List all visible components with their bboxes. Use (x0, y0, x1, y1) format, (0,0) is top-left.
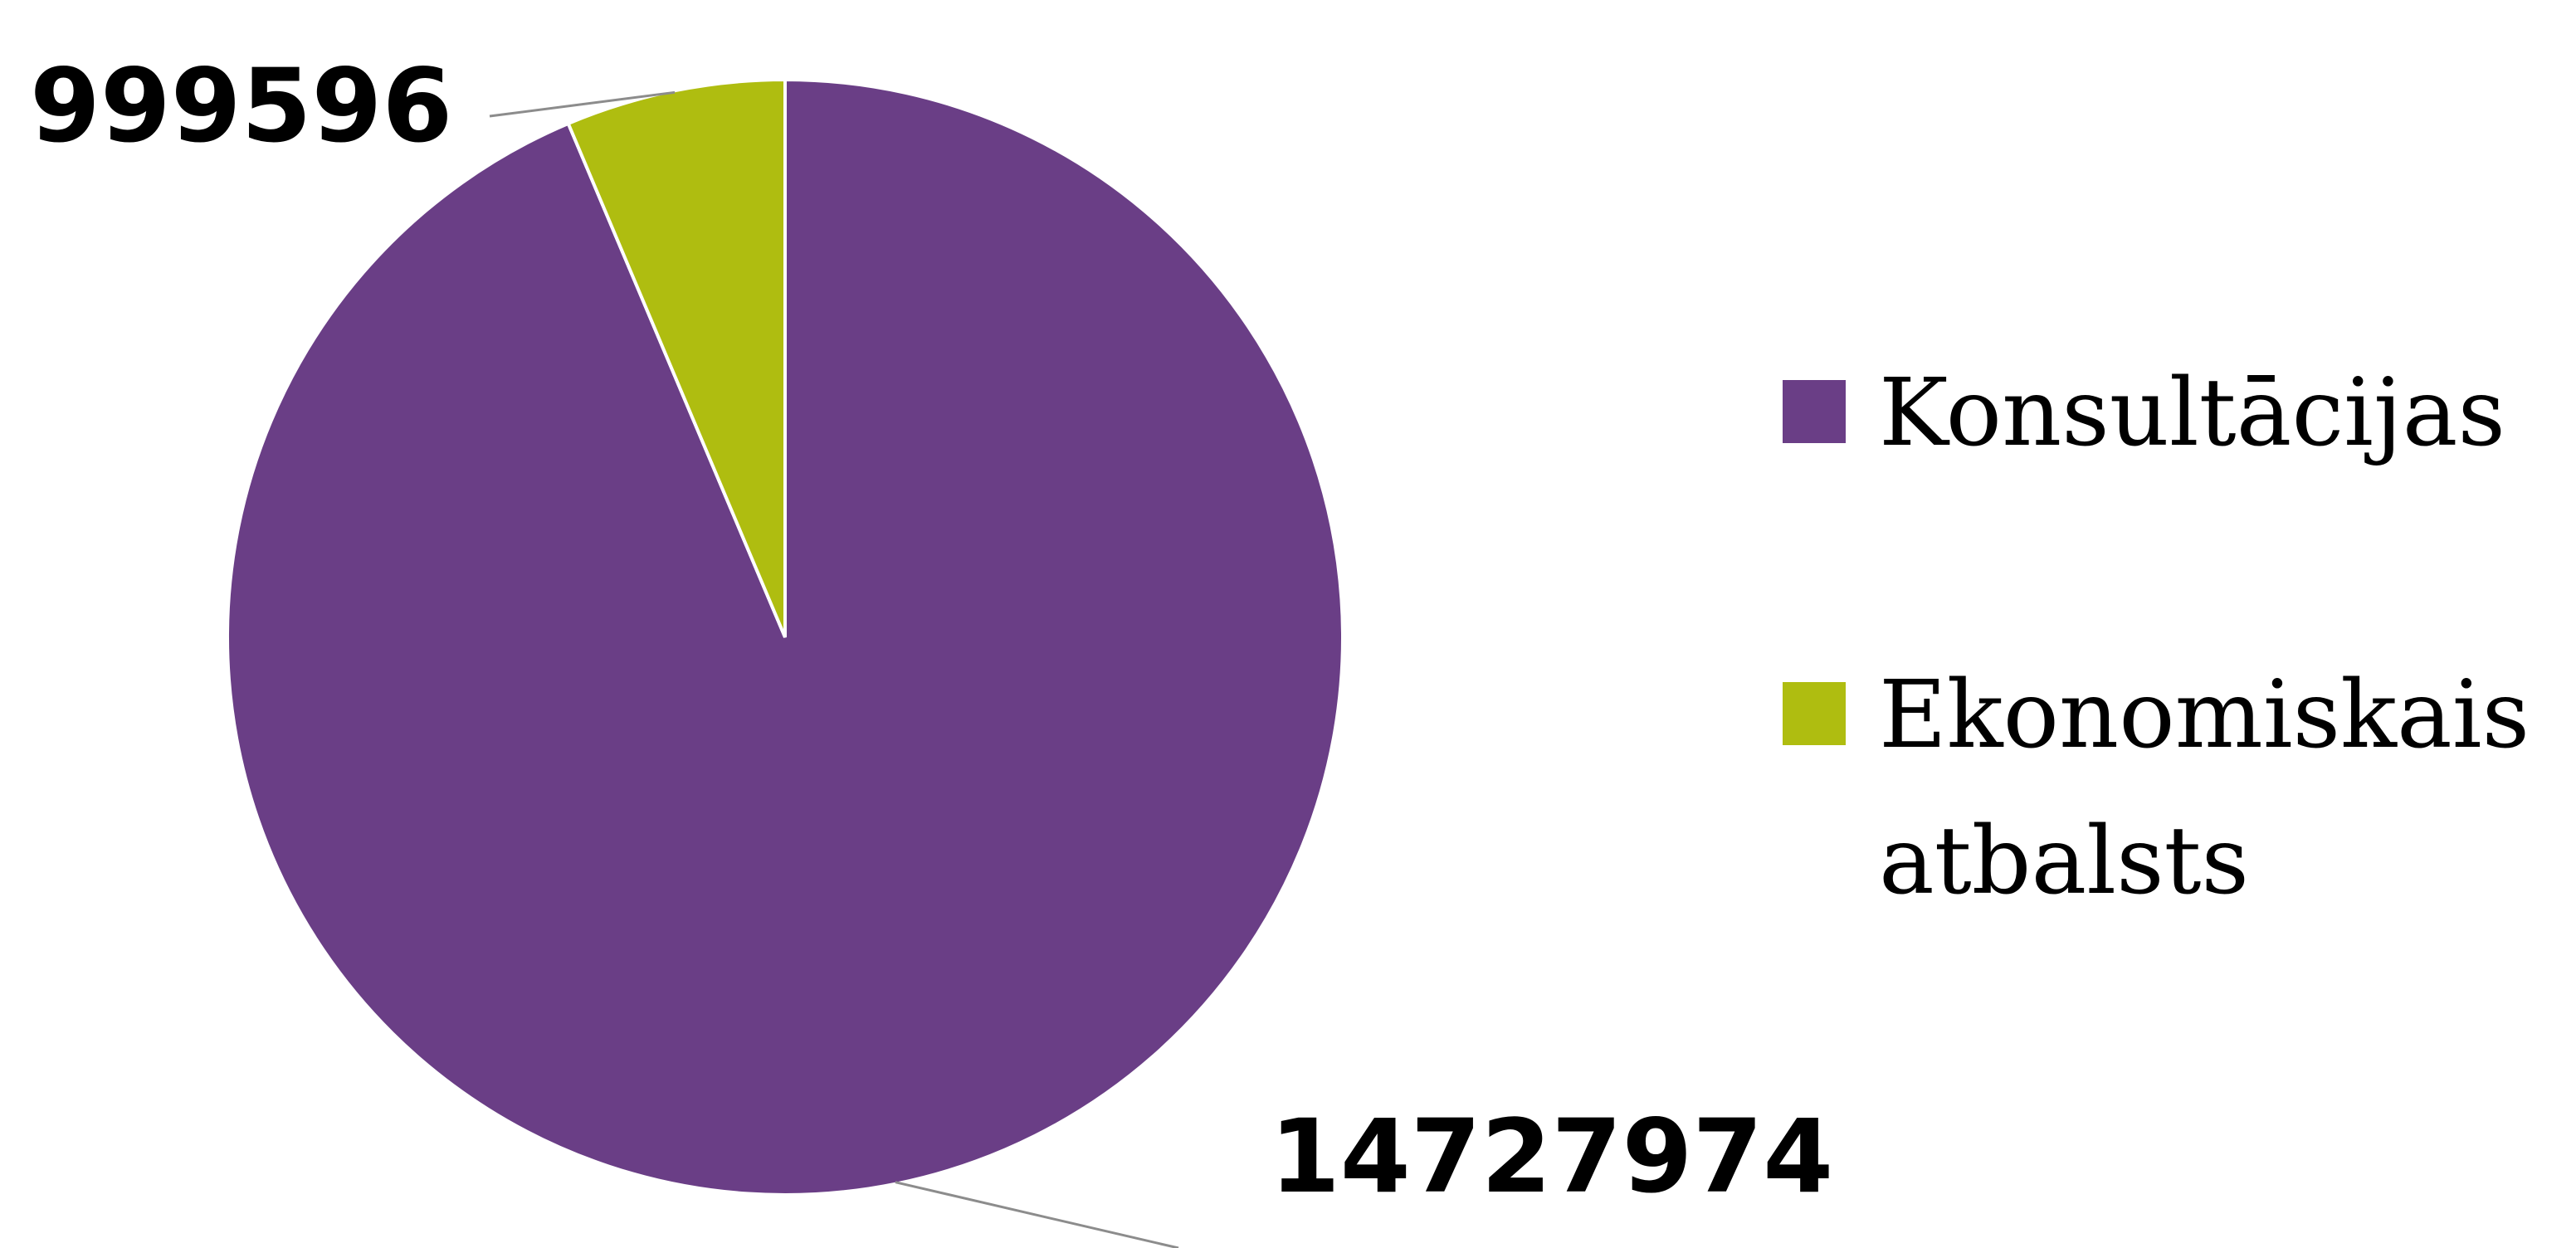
legend-label-ekonomiskais-atbalsts-line-2: atbalsts (1879, 807, 2249, 915)
data-label-ekonomiskais-atbalsts: 999596 (30, 47, 452, 165)
legend-swatch-ekonomiskais-atbalsts (1783, 682, 1846, 745)
data-labels: 14727974 999596 (30, 47, 1833, 1216)
legend: Konsultācijas Ekonomiskais atbalsts (1783, 359, 2530, 915)
pie-slices (226, 77, 1344, 1197)
legend-swatch-konsultacijas (1783, 380, 1846, 443)
legend-label-konsultacijas: Konsultācijas (1879, 359, 2505, 467)
leader-line-ekonomiskais-atbalsts (489, 90, 676, 118)
leader-line-konsultacijas (895, 1181, 1179, 1248)
pie-slice-ekonomiskais-atbalsts (566, 77, 787, 638)
data-label-konsultacijas: 14727974 (1270, 1098, 1833, 1216)
legend-label-ekonomiskais-atbalsts-line-1: Ekonomiskais (1879, 661, 2530, 769)
leader-lines (489, 90, 1179, 1248)
